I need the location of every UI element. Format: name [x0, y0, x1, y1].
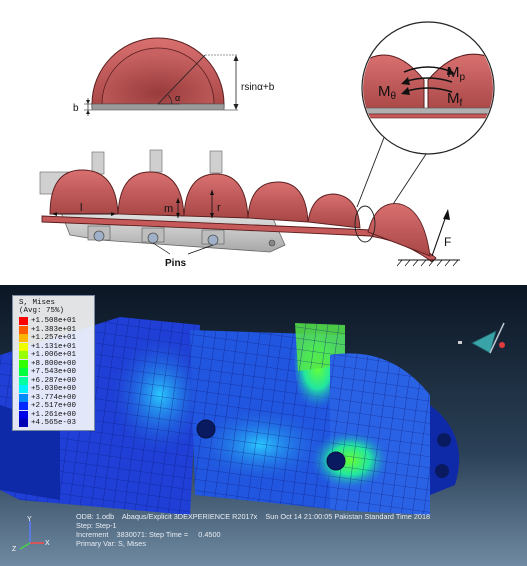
odb-line: ODB: 1.odb Abaqus/Explicit 3DEXPERIENCE … — [76, 512, 431, 521]
legend-value: +2.517e+00 — [31, 402, 77, 410]
legend-row: +1.257e+01 — [19, 334, 76, 342]
fea-viewport[interactable]: S, Mises (Avg: 75%) +1.508e+01 +1.383e+01… — [0, 285, 527, 566]
legend-swatch — [19, 410, 28, 419]
legend-value: +7.543e+00 — [31, 368, 77, 376]
legend-swatch — [19, 385, 28, 393]
pins-annotation: Pins — [152, 242, 214, 269]
mechanism-diagram-svg: α rsinα+b b Mθ Mp — [39, 21, 495, 269]
legend-row: +1.383e+01 — [19, 325, 77, 334]
legend-value: +1.006e+01 — [31, 351, 77, 359]
legend-row: +7.543e+00 — [19, 368, 76, 376]
odb-info: ODB: 1.odb Abaqus/Explicit 3DEXPERIENCE … — [76, 512, 430, 548]
legend-value: +5.030e+00 — [31, 385, 77, 393]
ground-support — [396, 259, 460, 267]
moment-f-label: Mf — [447, 90, 463, 109]
legend-row: +5.030e+00 — [19, 385, 76, 393]
dome-cross-section: α rsinα+b b — [73, 37, 275, 116]
angle-alpha-label: α — [175, 93, 180, 103]
coordinate-axes: Y X Z — [12, 516, 50, 553]
legend-title-1: S, Mises — [19, 299, 56, 307]
legend-row: +1.131e+01 — [19, 342, 77, 351]
pin-1 — [93, 230, 105, 242]
pins-label: Pins — [165, 258, 187, 269]
legend-row: +2.517e+00 — [19, 402, 76, 410]
legend-row: +1.261e+00 — [19, 410, 77, 419]
fea-shell-middle — [190, 323, 345, 510]
legend-row: +6.287e+00 — [19, 376, 77, 385]
legend-swatch — [19, 342, 28, 351]
legend-swatch — [19, 317, 28, 325]
view-triad[interactable] — [450, 313, 520, 363]
legend-value: +8.800e+00 — [31, 359, 77, 368]
legend-row: +4.565e-03 — [19, 419, 76, 427]
fea-shell-right — [310, 353, 460, 515]
legend-row: +3.774e+00 — [19, 393, 77, 402]
axis-z-label: Z — [12, 546, 17, 553]
dimension-m: m — [164, 203, 173, 215]
dimension-rsina-b: rsinα+b — [241, 82, 275, 93]
step-line: Step: Step-1 — [76, 521, 117, 530]
legend-swatch — [19, 334, 28, 342]
legend-swatch — [19, 368, 28, 376]
legend-value: +3.774e+00 — [31, 393, 77, 402]
detail-magnifier: Mθ Mp Mf — [356, 21, 495, 231]
legend-swatch — [19, 351, 28, 359]
legend-swatch — [19, 419, 28, 427]
moment-p-label: Mp — [447, 64, 466, 83]
dimension-b: b — [73, 103, 79, 114]
axis-y-label: Y — [27, 516, 32, 523]
primary-var-line: Primary Var: S, Mises — [76, 539, 147, 548]
dome-chain: l m r — [41, 169, 437, 263]
mechanism-diagram: α rsinα+b b Mθ Mp — [39, 21, 495, 269]
legend-row: +1.006e+01 — [19, 351, 76, 359]
moment-theta-label: Mθ — [378, 83, 397, 102]
pin-2 — [147, 232, 159, 244]
dimension-r: r — [217, 202, 221, 214]
legend-value: +1.261e+00 — [31, 410, 77, 419]
pin-3 — [207, 234, 219, 246]
legend-row: +8.800e+00 — [19, 359, 77, 368]
legend-swatch — [19, 402, 28, 410]
mises-legend: S, Mises (Avg: 75%) +1.508e+01 +1.383e+01… — [12, 295, 95, 431]
legend-value: +1.257e+01 — [31, 334, 77, 342]
increment-line: Increment 3830071: Step Time = 0.4500 — [76, 530, 221, 539]
legend-swatch — [19, 393, 28, 402]
legend-value: +6.287e+00 — [31, 376, 77, 385]
legend-value: +1.131e+01 — [31, 342, 77, 351]
axis-x-label: X — [45, 540, 50, 547]
legend-value: +1.383e+01 — [31, 325, 77, 334]
legend-value: +4.565e-03 — [31, 419, 77, 427]
force-label: F — [444, 235, 451, 249]
legend-swatch — [19, 359, 28, 368]
legend-row: +1.508e+01 — [19, 317, 76, 325]
force-arrow: F — [431, 209, 451, 257]
legend-value: +1.508e+01 — [31, 317, 77, 325]
legend-swatch — [19, 325, 28, 334]
legend-title-2: (Avg: 75%) — [19, 307, 65, 315]
dimension-l: l — [80, 202, 82, 214]
legend-swatch — [19, 376, 28, 385]
